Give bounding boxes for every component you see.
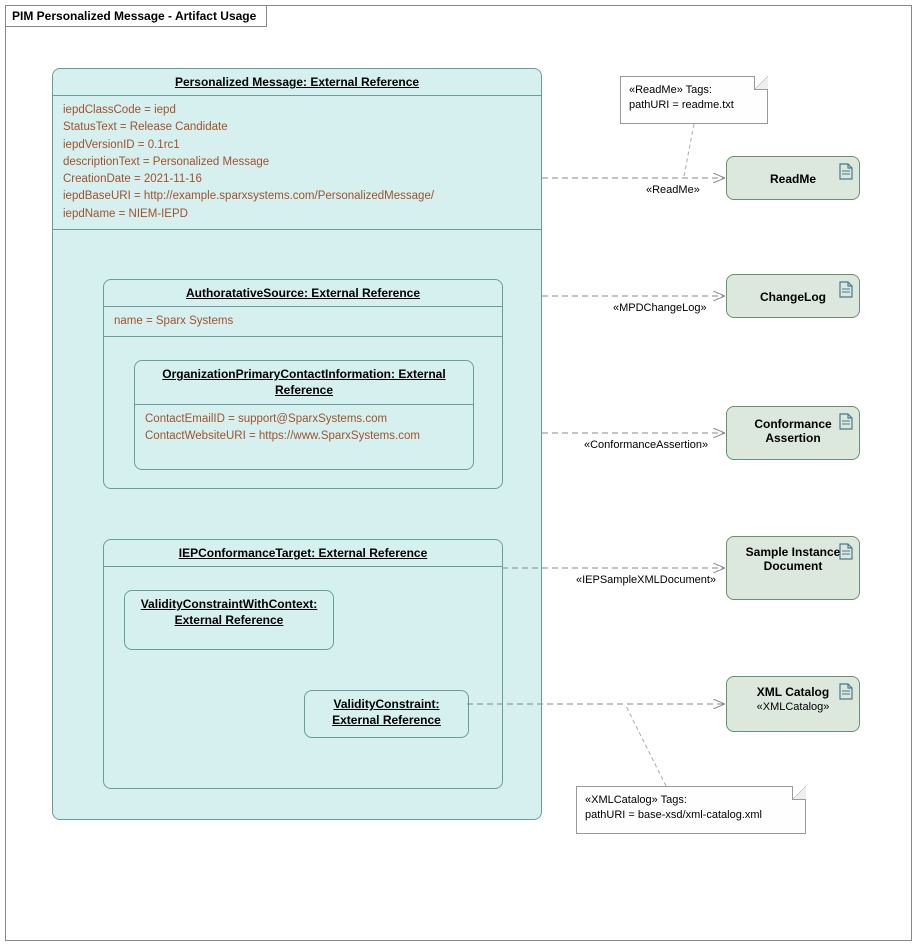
attr-iepdversionid: iepdVersionID = 0.1rc1	[63, 137, 531, 154]
vc-context-title-text: ValidityConstraintWithContext: External …	[141, 597, 318, 627]
sample-artifact: Sample Instance Document	[726, 536, 860, 600]
iep-conformance-target-box: IEPConformanceTarget: External Reference…	[103, 539, 503, 789]
authoratative-source-title: AuthoratativeSource: External Reference	[104, 280, 502, 307]
org-contact-title-text: OrganizationPrimaryContactInformation: E…	[162, 367, 445, 397]
conformance-label: Conformance Assertion	[754, 417, 831, 445]
diagram-frame: PIM Personalized Message - Artifact Usag…	[5, 5, 912, 941]
org-contact-title: OrganizationPrimaryContactInformation: E…	[135, 361, 473, 405]
separator	[104, 336, 502, 337]
readme-note: «ReadMe» Tags: pathURI = readme.txt	[620, 76, 768, 124]
org-contact-box: OrganizationPrimaryContactInformation: E…	[134, 360, 474, 470]
xml-note-line2: pathURI = base-xsd/xml-catalog.xml	[585, 808, 797, 823]
readme-note-line1: «ReadMe» Tags:	[629, 83, 759, 98]
conformance-conn-label: «ConformanceAssertion»	[584, 439, 708, 451]
attr-name: name = Sparx Systems	[114, 313, 492, 330]
document-icon	[839, 543, 853, 560]
vc-title: ValidityConstraint: External Reference	[305, 691, 468, 734]
xmlcatalog-stereotype: «XMLCatalog»	[757, 701, 830, 713]
xmlcatalog-note: «XMLCatalog» Tags: pathURI = base-xsd/xm…	[576, 786, 806, 834]
personalized-message-box: Personalized Message: External Reference…	[52, 68, 542, 820]
note-fold-icon	[792, 786, 806, 800]
sample-conn-label: «IEPSampleXMLDocument»	[576, 574, 716, 586]
vc-title-text: ValidityConstraint: External Reference	[332, 697, 441, 727]
changelog-conn-label: «MPDChangeLog»	[613, 302, 707, 314]
readme-conn-label: «ReadMe»	[646, 184, 700, 196]
xmlcatalog-label: XML Catalog	[757, 685, 829, 699]
conformance-artifact: Conformance Assertion	[726, 406, 860, 460]
attr-email: ContactEmailID = support@SparxSystems.co…	[145, 411, 463, 428]
attr-iepdclasscode: iepdClassCode = iepd	[63, 102, 531, 119]
document-icon	[839, 413, 853, 430]
attr-descriptiontext: descriptionText = Personalized Message	[63, 154, 531, 171]
changelog-artifact: ChangeLog	[726, 274, 860, 318]
readme-note-line2: pathURI = readme.txt	[629, 98, 759, 113]
personalized-message-attrs: iepdClassCode = iepd StatusText = Releas…	[53, 96, 541, 229]
separator	[53, 229, 541, 230]
note-fold-icon	[754, 76, 768, 90]
attr-iepdname: iepdName = NIEM-IEPD	[63, 206, 531, 223]
document-icon	[839, 163, 853, 180]
readme-label: ReadMe	[770, 172, 816, 186]
attr-website: ContactWebsiteURI = https://www.SparxSys…	[145, 428, 463, 445]
attr-creationdate: CreationDate = 2021-11-16	[63, 171, 531, 188]
vc-context-title: ValidityConstraintWithContext: External …	[125, 591, 333, 634]
attr-statustext: StatusText = Release Candidate	[63, 119, 531, 136]
document-icon	[839, 683, 853, 700]
attr-iepdbaseuri: iepdBaseURI = http://example.sparxsystem…	[63, 188, 531, 205]
sample-label: Sample Instance Document	[746, 545, 841, 573]
document-icon	[839, 281, 853, 298]
xmlcatalog-artifact: XML Catalog «XMLCatalog»	[726, 676, 860, 732]
validity-constraint-context-box: ValidityConstraintWithContext: External …	[124, 590, 334, 650]
authoratative-source-box: AuthoratativeSource: External Reference …	[103, 279, 503, 489]
frame-title-tab: PIM Personalized Message - Artifact Usag…	[5, 5, 267, 27]
org-contact-attrs: ContactEmailID = support@SparxSystems.co…	[135, 405, 473, 452]
validity-constraint-box: ValidityConstraint: External Reference	[304, 690, 469, 738]
frame-title: PIM Personalized Message - Artifact Usag…	[12, 9, 256, 23]
readme-artifact: ReadMe	[726, 156, 860, 200]
authoratative-source-attrs: name = Sparx Systems	[104, 307, 502, 336]
xml-note-line1: «XMLCatalog» Tags:	[585, 793, 797, 808]
personalized-message-title: Personalized Message: External Reference	[53, 69, 541, 96]
changelog-label: ChangeLog	[760, 290, 826, 304]
iep-conformance-target-title: IEPConformanceTarget: External Reference	[104, 540, 502, 567]
